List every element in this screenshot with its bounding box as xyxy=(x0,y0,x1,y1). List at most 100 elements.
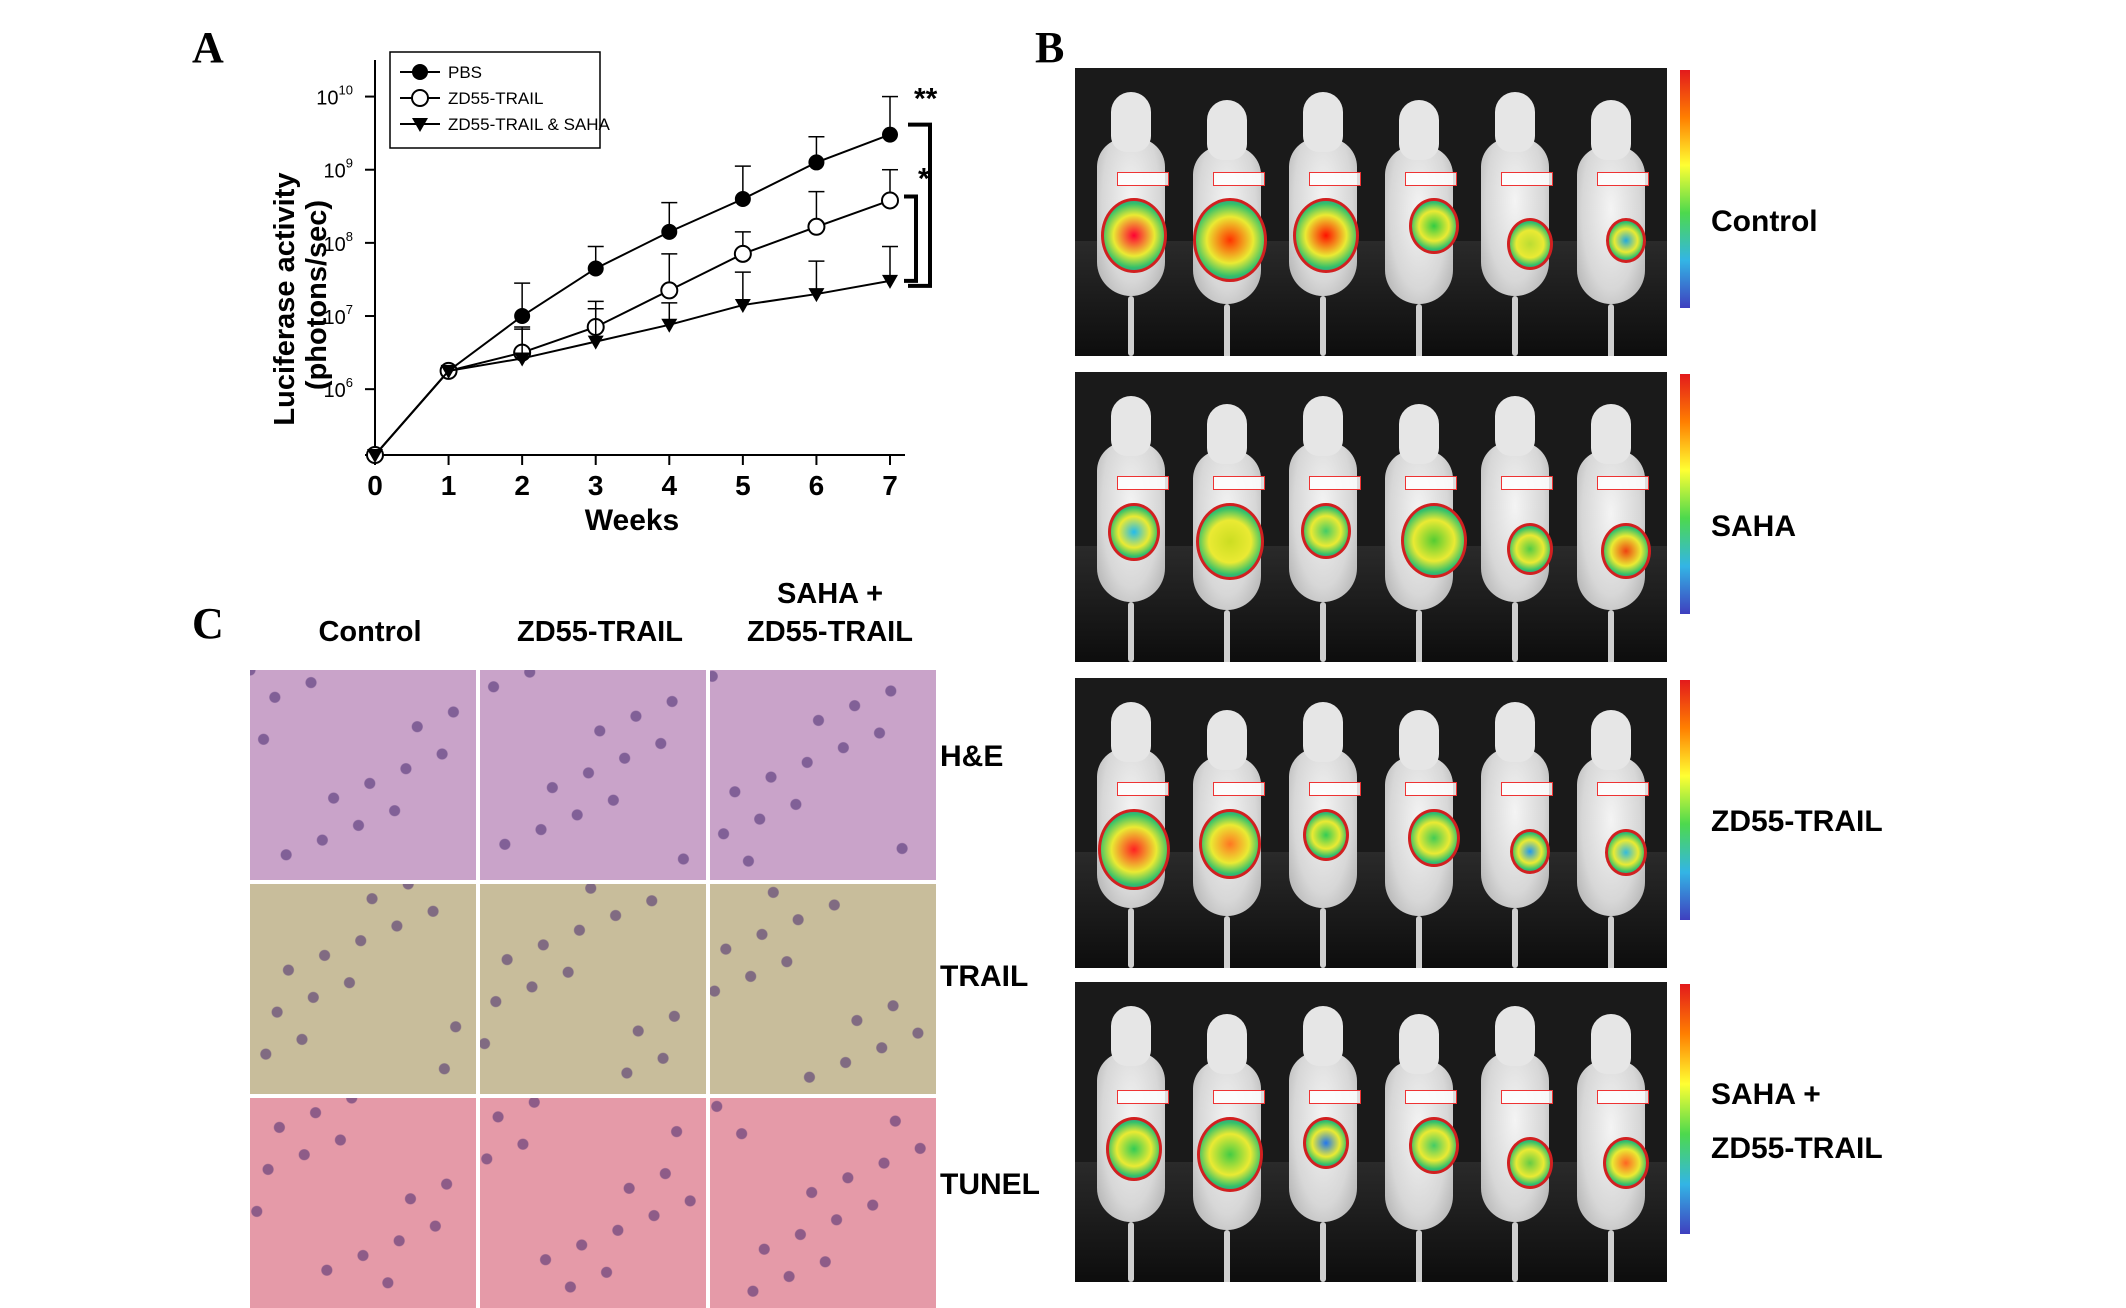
histology-panel: Control ZD55-TRAIL SAHA + ZD55-TRAIL H&E… xyxy=(250,578,1040,1308)
data-point xyxy=(587,335,604,350)
mouse-head xyxy=(1399,404,1439,464)
luminescence-signal xyxy=(1510,828,1550,874)
mouse-tail xyxy=(1416,610,1422,662)
mouse-tail xyxy=(1608,916,1614,968)
roi-label xyxy=(1501,476,1553,491)
luminescence-signal xyxy=(1603,1137,1649,1189)
data-point xyxy=(661,223,678,240)
mouse-tail xyxy=(1512,602,1518,662)
mouse-image xyxy=(1481,92,1549,356)
roi-label xyxy=(1117,171,1169,186)
data-point xyxy=(807,217,826,236)
roi-label xyxy=(1213,782,1265,797)
imaging-row-1 xyxy=(1075,372,1667,662)
luminescence-signal xyxy=(1605,828,1647,876)
luminescence-signal xyxy=(1196,502,1264,580)
imaging-row-3 xyxy=(1075,982,1667,1282)
legend-label: ZD55-TRAIL & SAHA xyxy=(448,115,611,134)
mouse-tail xyxy=(1320,602,1326,662)
roi-label xyxy=(1213,476,1265,491)
mouse-head xyxy=(1495,92,1535,152)
luminescence-signal xyxy=(1108,502,1160,562)
chart-series xyxy=(366,95,899,464)
mouse-head xyxy=(1495,1006,1535,1066)
bracket-pbs xyxy=(908,122,932,288)
significance-star: * xyxy=(918,162,930,195)
mouse-head xyxy=(1495,702,1535,762)
legend-label: PBS xyxy=(448,63,482,82)
y-tick-label: 107 xyxy=(324,302,353,329)
mouse-head xyxy=(1591,404,1631,464)
data-point xyxy=(808,154,825,171)
mouse-image xyxy=(1481,702,1549,968)
data-point xyxy=(734,299,751,314)
series-line xyxy=(374,279,891,456)
significance-brackets: *** xyxy=(904,83,938,288)
series-line xyxy=(374,133,891,456)
y-tick-label: 108 xyxy=(324,229,353,256)
mouse-head xyxy=(1207,1014,1247,1074)
mouse-tail xyxy=(1608,304,1614,356)
mouse-tail xyxy=(1128,296,1134,356)
mouse-tail xyxy=(1224,304,1230,356)
roi-label xyxy=(1405,1090,1457,1104)
luminescence-signal xyxy=(1199,808,1261,879)
mouse-head xyxy=(1399,100,1439,160)
legend-marker xyxy=(412,64,428,80)
roi-label xyxy=(1309,782,1361,797)
luminescence-signal xyxy=(1409,1117,1459,1174)
histology-image xyxy=(710,1098,936,1308)
mouse-head xyxy=(1111,702,1151,762)
mouse-head xyxy=(1207,404,1247,464)
histology-row-he: H&E xyxy=(940,740,1004,773)
series-line xyxy=(374,199,891,456)
mouse-head xyxy=(1111,1006,1151,1066)
roi-label xyxy=(1213,1090,1265,1104)
data-point xyxy=(808,288,825,303)
histology-image xyxy=(480,884,706,1094)
mouse-head xyxy=(1207,710,1247,770)
mouse-head xyxy=(1207,100,1247,160)
roi-label xyxy=(1309,171,1361,186)
luminescence-signal xyxy=(1507,522,1553,575)
luminescence-signal xyxy=(1507,217,1553,270)
radiance-colorbar xyxy=(1680,374,1690,614)
x-tick-label: 1 xyxy=(441,470,457,501)
y-axis-label: Luciferase activity (photons/sec) xyxy=(269,164,333,425)
mouse-tail xyxy=(1416,1230,1422,1282)
imaging-label-control: Control xyxy=(1711,205,1818,238)
mouse-tail xyxy=(1416,304,1422,356)
luminescence-signal xyxy=(1401,502,1467,578)
histology-column-control: Control xyxy=(318,616,422,648)
mouse-tail xyxy=(1416,916,1422,968)
mouse-head xyxy=(1399,1014,1439,1074)
legend-marker xyxy=(411,89,429,107)
histology-image xyxy=(480,670,706,880)
luminescence-signal xyxy=(1303,1117,1349,1169)
x-tick-label: 6 xyxy=(809,470,825,501)
histology-row-trail: TRAIL xyxy=(940,960,1029,993)
data-point xyxy=(660,281,679,300)
roi-label xyxy=(1501,1090,1553,1104)
luminescence-signal xyxy=(1606,217,1646,263)
mouse-tail xyxy=(1320,908,1326,968)
legend-label: ZD55-TRAIL xyxy=(448,89,543,108)
luminescence-signal xyxy=(1507,1137,1553,1189)
mouse-head xyxy=(1399,710,1439,770)
mouse-head xyxy=(1303,92,1343,152)
imaging-floor xyxy=(1075,1162,1667,1282)
data-point xyxy=(661,318,678,333)
mouse-head xyxy=(1303,702,1343,762)
roi-label xyxy=(1501,782,1553,797)
luminescence-signal xyxy=(1197,1117,1263,1192)
chart-legend: PBS ZD55-TRAIL ZD55-TRAIL & SAHA xyxy=(389,51,611,149)
histology-row-tunel: TUNEL xyxy=(940,1168,1040,1201)
mouse-head xyxy=(1303,396,1343,456)
data-point xyxy=(733,244,752,263)
mouse-tail xyxy=(1512,908,1518,968)
luciferase-chart: 0 1 2 3 4 5 6 7 106 107 108 109 1010 PBS ZD55-TRAIL ZD… xyxy=(269,51,938,537)
roi-label xyxy=(1117,1090,1169,1104)
mouse-head xyxy=(1591,1014,1631,1074)
panel-letter-a: A xyxy=(192,23,224,72)
imaging-label-saha-plus: SAHA + xyxy=(1711,1078,1821,1111)
